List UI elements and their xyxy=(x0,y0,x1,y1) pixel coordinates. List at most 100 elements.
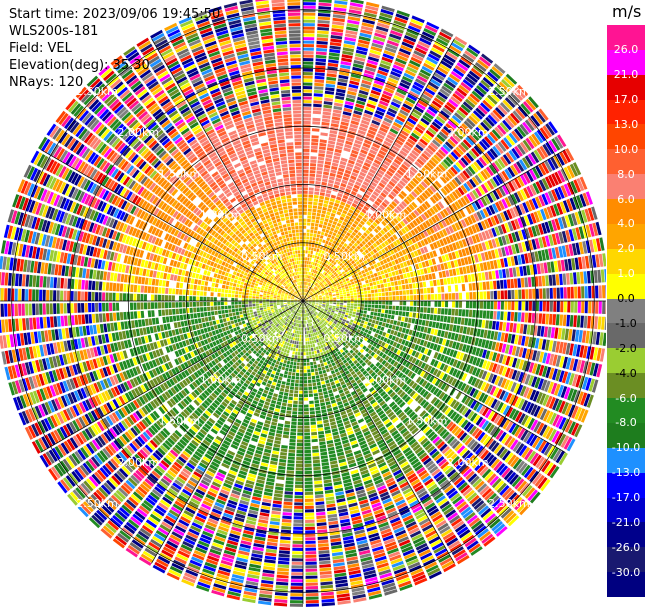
velocity-cell xyxy=(303,194,308,198)
velocity-cell xyxy=(498,342,503,353)
velocity-cell xyxy=(507,245,513,255)
velocity-cell xyxy=(334,273,339,277)
velocity-cell xyxy=(518,413,526,424)
velocity-cell xyxy=(402,306,406,311)
velocity-cell xyxy=(543,326,549,338)
velocity-cell xyxy=(414,243,420,250)
velocity-cell xyxy=(352,63,364,69)
velocity-cell xyxy=(547,326,552,338)
velocity-cell xyxy=(317,276,321,280)
velocity-cell xyxy=(510,311,515,322)
velocity-cell xyxy=(519,174,528,186)
velocity-cell xyxy=(444,308,448,315)
velocity-cell xyxy=(336,316,340,319)
velocity-cell xyxy=(359,348,365,354)
velocity-cell xyxy=(432,250,438,257)
velocity-cell xyxy=(361,119,370,126)
velocity-cell xyxy=(555,341,561,353)
velocity-cell xyxy=(386,267,391,273)
velocity-cell xyxy=(344,322,349,326)
velocity-cell xyxy=(322,247,326,251)
velocity-cell xyxy=(339,308,343,312)
velocity-cell xyxy=(372,337,377,342)
velocity-cell xyxy=(381,274,386,279)
velocity-cell xyxy=(308,282,310,286)
velocity-cell xyxy=(373,35,386,43)
velocity-cell xyxy=(395,13,409,21)
velocity-cell xyxy=(305,289,308,293)
velocity-cell xyxy=(394,91,405,99)
velocity-cell xyxy=(335,234,340,239)
velocity-cell xyxy=(311,303,315,306)
velocity-cell xyxy=(371,301,375,305)
velocity-cell xyxy=(303,110,312,114)
velocity-cell xyxy=(331,402,337,408)
velocity-cell xyxy=(416,102,426,111)
velocity-cell xyxy=(555,399,563,412)
velocity-cell xyxy=(387,328,392,334)
velocity-cell xyxy=(369,168,377,175)
velocity-cell xyxy=(490,398,498,409)
velocity-cell xyxy=(445,236,451,244)
velocity-cell xyxy=(395,286,399,291)
velocity-cell xyxy=(427,349,432,356)
velocity-cell xyxy=(317,536,328,540)
velocity-cell xyxy=(328,290,332,293)
velocity-cell xyxy=(424,189,432,198)
velocity-cell xyxy=(317,13,331,17)
velocity-cell xyxy=(307,295,311,298)
velocity-cell xyxy=(374,308,378,313)
velocity-cell xyxy=(427,144,437,153)
velocity-cell xyxy=(429,243,435,251)
velocity-cell xyxy=(367,252,372,258)
velocity-cell xyxy=(308,348,311,352)
velocity-cell xyxy=(460,157,469,166)
velocity-cell xyxy=(500,311,504,321)
velocity-cell xyxy=(403,208,410,215)
velocity-cell xyxy=(551,340,557,352)
velocity-cell xyxy=(501,343,507,353)
velocity-cell xyxy=(511,130,521,142)
velocity-cell xyxy=(334,313,338,316)
velocity-cell xyxy=(313,361,317,365)
velocity-cell xyxy=(334,148,342,154)
velocity-cell xyxy=(389,255,394,261)
velocity-cell xyxy=(303,232,306,236)
velocity-cell xyxy=(303,61,314,65)
velocity-cell xyxy=(381,288,385,292)
velocity-cell xyxy=(329,418,336,423)
velocity-cell xyxy=(332,21,345,26)
velocity-cell xyxy=(535,301,539,312)
velocity-cell xyxy=(314,72,325,76)
velocity-cell xyxy=(554,383,561,396)
velocity-cell xyxy=(374,219,381,225)
velocity-cell xyxy=(379,260,385,266)
velocity-cell xyxy=(471,235,477,244)
velocity-cell xyxy=(361,251,367,256)
velocity-cell xyxy=(310,226,315,230)
velocity-cell xyxy=(391,227,398,233)
velocity-cell xyxy=(354,265,359,270)
velocity-cell xyxy=(489,385,497,396)
velocity-cell xyxy=(370,286,374,290)
velocity-cell xyxy=(303,218,307,222)
velocity-cell xyxy=(553,203,560,216)
velocity-cell xyxy=(475,126,485,137)
velocity-cell xyxy=(363,310,367,314)
velocity-cell xyxy=(316,40,328,45)
velocity-cell xyxy=(303,243,306,247)
velocity-cell xyxy=(304,297,307,300)
velocity-cell xyxy=(474,378,481,388)
velocity-cell xyxy=(358,89,369,96)
velocity-cell xyxy=(503,210,510,221)
velocity-cell xyxy=(524,240,530,252)
velocity-cell xyxy=(314,293,318,296)
velocity-cell xyxy=(328,267,332,271)
velocity-cell xyxy=(511,369,518,380)
velocity-cell xyxy=(389,340,394,346)
velocity-cell xyxy=(569,163,579,177)
velocity-cell xyxy=(303,33,315,37)
velocity-cell xyxy=(438,63,451,72)
velocity-cell xyxy=(310,421,316,425)
velocity-cell xyxy=(481,319,486,328)
